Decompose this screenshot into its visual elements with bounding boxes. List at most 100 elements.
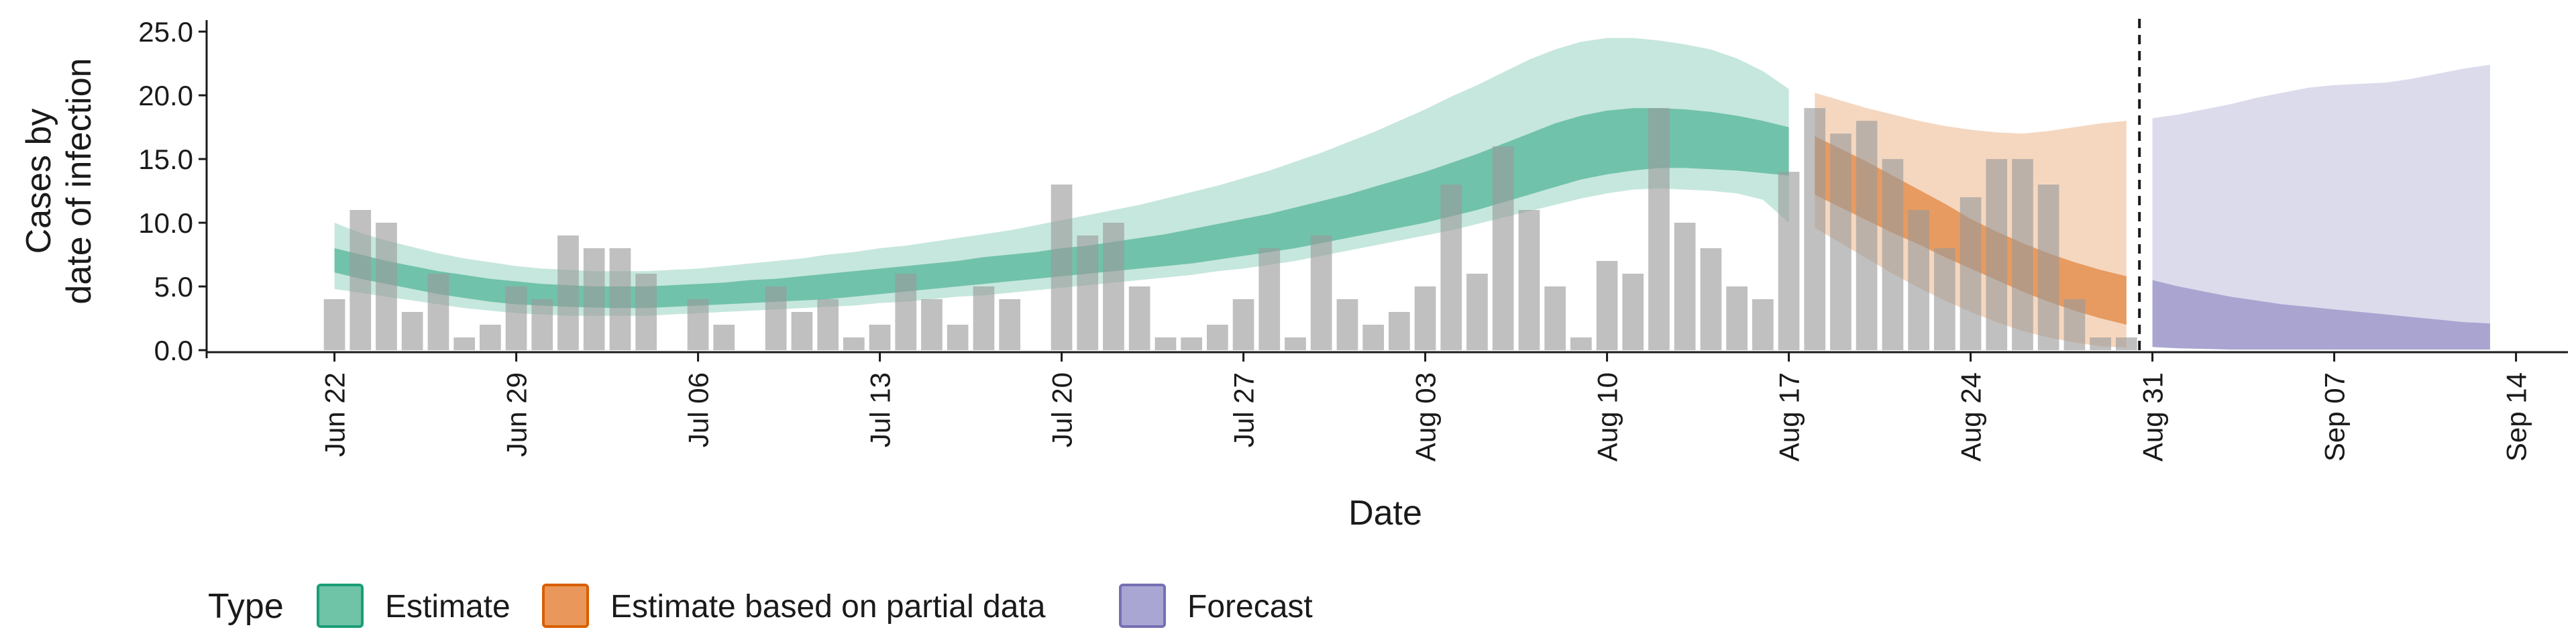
reported-cases-bar [1128,286,1150,350]
reported-cases-bar [1622,274,1644,350]
reported-cases-bar [687,299,709,350]
x-tick-label: Aug 10 [1592,372,1623,462]
reported-cases-bar [2037,184,2059,350]
reported-cases-bar [635,274,657,350]
reported-cases-bar [2116,337,2137,350]
y-axis-title-line-1: Cases by [19,109,58,254]
reported-cases-bar [1544,286,1566,350]
reported-cases-bar [1207,325,1228,350]
reported-cases-bar [1103,223,1124,350]
reported-cases-bar [999,299,1020,350]
reported-cases-bar [765,286,787,350]
reported-cases-bar [895,274,917,350]
reported-cases-bar [1077,235,1099,350]
legend: Type Estimate Estimate based on partial … [208,584,1313,628]
legend-label-partial: Estimate based on partial data [610,589,1046,625]
x-tick-label: Jun 22 [319,372,351,457]
reported-cases-bar [973,286,995,350]
reported-cases-bar [480,325,501,350]
reported-cases-bar [713,325,735,350]
series-bands [334,38,2490,350]
reported-cases-bar [1908,210,1929,350]
forecast-inner-band [2152,280,2490,350]
reported-cases-bar [1051,184,1073,350]
x-tick-label: Jul 27 [1228,372,1260,447]
reported-cases-bar [791,312,813,350]
y-tick-label: 20.0 [138,80,193,111]
y-tick-label: 0.0 [154,335,193,366]
x-tick-label: Jul 06 [683,372,714,447]
legend-swatch-estimate [317,584,364,628]
reported-cases-bar [1596,261,1618,350]
reported-cases-bar [1726,286,1748,350]
legend-label-forecast: Forecast [1187,589,1313,625]
reported-cases-bar [583,248,605,350]
reported-cases-bar [1778,172,1800,350]
reported-cases-bar [323,299,345,350]
x-tick-label: Sep 07 [2319,372,2351,462]
reported-cases-bar [1362,325,1384,350]
reported-cases-bar [531,299,553,350]
reported-cases-bar [1181,337,1202,350]
reported-cases-bar [1389,312,1410,350]
reported-cases-bar [1232,299,1254,350]
reported-cases-bar [1674,223,1696,350]
reported-cases-bar [1648,108,1670,350]
reported-cases-bar [401,312,423,350]
reported-cases-bar [2090,337,2111,350]
legend-title: Type [208,587,284,626]
reported-cases-bar [2063,299,2086,350]
forecast-outer-band [2152,64,2490,350]
reported-cases-bar [1492,146,1514,350]
reported-cases-bar [1414,286,1436,350]
reported-cases-bar [1336,299,1358,350]
reported-cases-bar [1804,108,1826,350]
x-tick-label: Aug 17 [1774,372,1805,462]
x-tick-label: Aug 31 [2137,372,2169,462]
reported-cases-bar [1466,274,1488,350]
reported-cases-bar [921,299,943,350]
y-tick-label: 15.0 [138,144,193,175]
y-ticks: 0.0 5.0 10.0 15.0 20.0 25.0 [138,16,207,366]
x-tick-label: Sep 14 [2501,372,2532,462]
reported-cases-bar [1310,235,1332,350]
y-tick-label: 10.0 [138,207,193,239]
reported-cases-bar [1258,248,1281,350]
x-tick-label: Jul 20 [1046,372,1078,447]
reported-cases-bar [453,337,475,350]
x-axis-title: Date [1348,494,1422,533]
reported-cases-bar [1960,197,1982,350]
reported-cases-bar [350,210,372,350]
reported-cases-bar [1155,337,1177,350]
reported-cases-bars [323,108,2137,350]
x-tick-label: Aug 03 [1410,372,1442,462]
reported-cases-bar [1285,337,1306,350]
reported-cases-bar [1440,184,1462,350]
reported-cases-bar [609,248,631,350]
reported-cases-bar [557,235,579,350]
reported-cases-bar [1830,133,1851,350]
legend-swatch-forecast [1119,584,1166,628]
reported-cases-bar [1882,159,1904,350]
y-tick-label: 5.0 [154,271,193,303]
y-tick-label: 25.0 [138,16,193,48]
reported-cases-bar [376,223,397,350]
reported-cases-bar [1700,248,1722,350]
legend-label-estimate: Estimate [385,589,511,625]
y-axis-title-line-2: date of infection [60,58,99,304]
x-tick-label: Jun 29 [501,372,533,457]
reported-cases-bar [1518,210,1540,350]
reported-cases-bar [947,325,969,350]
reported-cases-bar [1934,248,1955,350]
reported-cases-bar [843,337,865,350]
reported-cases-bar [1856,121,1878,350]
reported-cases-bar [427,274,449,350]
reported-cases-bar [869,325,891,350]
axes: 0.0 5.0 10.0 15.0 20.0 25.0 Jun 22 Jun 29 Jul 0… [138,16,2568,462]
reported-cases-bar [1752,299,1774,350]
x-ticks: Jun 22 Jun 29 Jul 06 Jul 13 Jul 20 Jul 27 Aug … [319,352,2532,462]
reported-cases-bar [817,299,839,350]
x-tick-label: Aug 24 [1955,372,1987,462]
legend-swatch-partial [542,584,589,628]
